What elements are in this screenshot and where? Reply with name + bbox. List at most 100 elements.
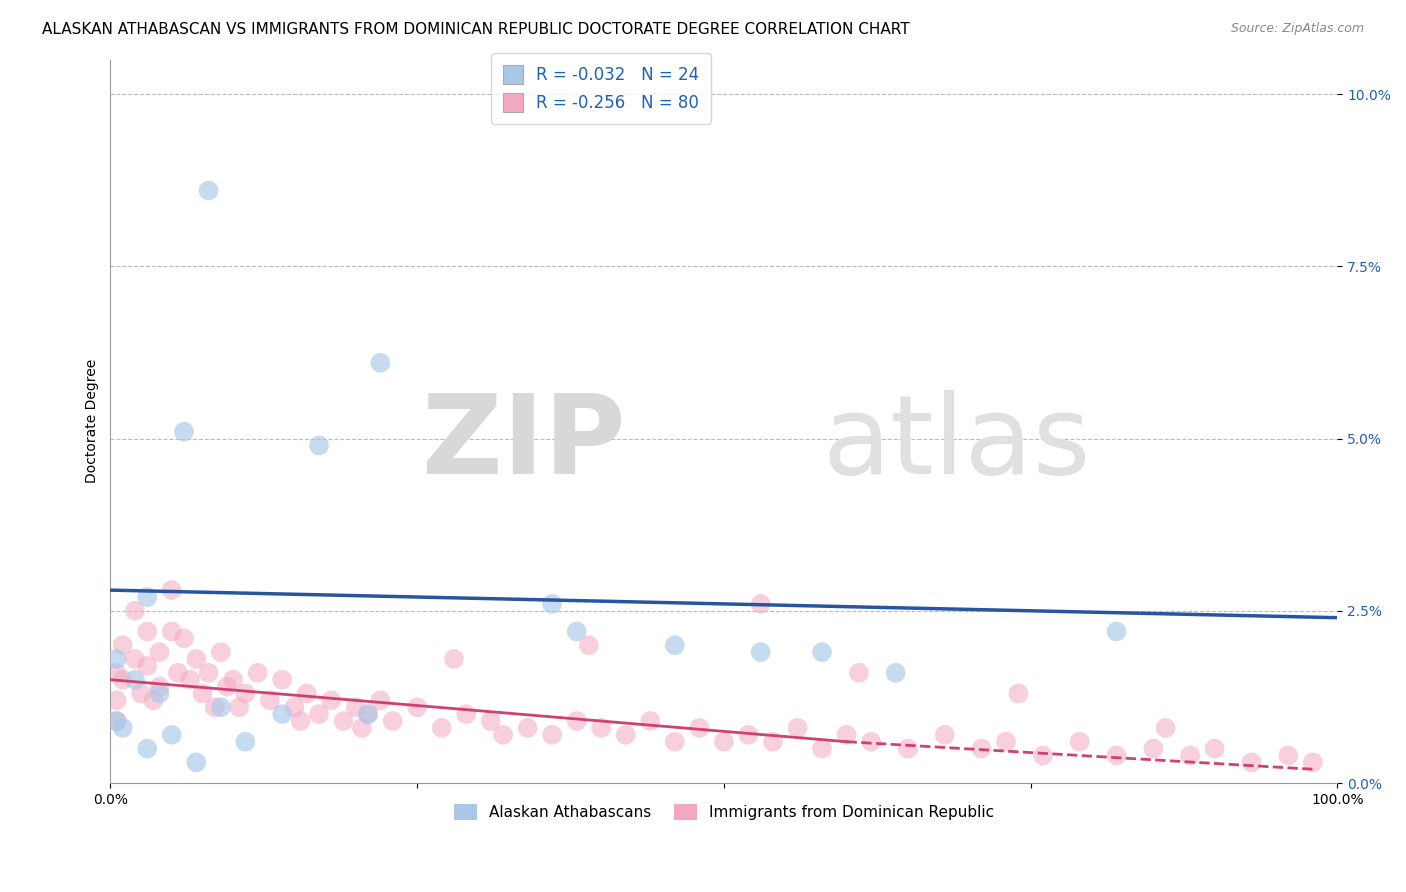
Point	[186, 756, 208, 770]
Point	[884, 665, 907, 680]
Point	[283, 700, 305, 714]
Point	[148, 645, 170, 659]
Point	[1204, 741, 1226, 756]
Point	[105, 665, 128, 680]
Point	[897, 741, 920, 756]
Point	[786, 721, 808, 735]
Point	[136, 590, 159, 604]
Point	[381, 714, 404, 728]
Point	[105, 652, 128, 666]
Point	[430, 721, 453, 735]
Point	[970, 741, 993, 756]
Point	[136, 624, 159, 639]
Point	[344, 700, 367, 714]
Point	[456, 707, 478, 722]
Point	[664, 735, 686, 749]
Point	[1154, 721, 1177, 735]
Point	[173, 632, 195, 646]
Point	[290, 714, 312, 728]
Point	[124, 652, 146, 666]
Point	[215, 680, 238, 694]
Point	[197, 184, 219, 198]
Point	[111, 638, 134, 652]
Point	[105, 714, 128, 728]
Point	[222, 673, 245, 687]
Point	[443, 652, 465, 666]
Point	[406, 700, 429, 714]
Point	[848, 665, 870, 680]
Point	[148, 686, 170, 700]
Point	[186, 652, 208, 666]
Point	[516, 721, 538, 735]
Point	[541, 597, 564, 611]
Point	[713, 735, 735, 749]
Point	[246, 665, 269, 680]
Point	[295, 686, 318, 700]
Point	[688, 721, 710, 735]
Point	[321, 693, 343, 707]
Point	[578, 638, 600, 652]
Point	[1069, 735, 1091, 749]
Point	[565, 624, 588, 639]
Point	[235, 735, 257, 749]
Point	[664, 638, 686, 652]
Text: Source: ZipAtlas.com: Source: ZipAtlas.com	[1230, 22, 1364, 36]
Point	[173, 425, 195, 439]
Point	[308, 438, 330, 452]
Point	[749, 597, 772, 611]
Point	[1142, 741, 1164, 756]
Text: ALASKAN ATHABASCAN VS IMMIGRANTS FROM DOMINICAN REPUBLIC DOCTORATE DEGREE CORREL: ALASKAN ATHABASCAN VS IMMIGRANTS FROM DO…	[42, 22, 910, 37]
Point	[308, 707, 330, 722]
Point	[179, 673, 201, 687]
Point	[160, 624, 183, 639]
Legend: Alaskan Athabascans, Immigrants from Dominican Republic: Alaskan Athabascans, Immigrants from Dom…	[447, 797, 1000, 826]
Point	[228, 700, 250, 714]
Point	[111, 721, 134, 735]
Point	[737, 728, 759, 742]
Point	[614, 728, 637, 742]
Point	[1007, 686, 1029, 700]
Point	[835, 728, 858, 742]
Point	[167, 665, 190, 680]
Point	[332, 714, 354, 728]
Point	[204, 700, 226, 714]
Point	[235, 686, 257, 700]
Point	[350, 721, 373, 735]
Point	[136, 741, 159, 756]
Point	[111, 673, 134, 687]
Point	[934, 728, 956, 742]
Point	[209, 700, 232, 714]
Point	[271, 707, 294, 722]
Point	[259, 693, 281, 707]
Point	[160, 583, 183, 598]
Point	[640, 714, 662, 728]
Point	[191, 686, 214, 700]
Point	[370, 693, 392, 707]
Point	[271, 673, 294, 687]
Y-axis label: Doctorate Degree: Doctorate Degree	[86, 359, 100, 483]
Point	[591, 721, 613, 735]
Point	[995, 735, 1018, 749]
Point	[492, 728, 515, 742]
Point	[197, 665, 219, 680]
Point	[565, 714, 588, 728]
Point	[148, 680, 170, 694]
Point	[762, 735, 785, 749]
Point	[749, 645, 772, 659]
Point	[1178, 748, 1201, 763]
Point	[1302, 756, 1324, 770]
Point	[860, 735, 883, 749]
Point	[541, 728, 564, 742]
Point	[1277, 748, 1299, 763]
Point	[160, 728, 183, 742]
Point	[370, 356, 392, 370]
Point	[136, 659, 159, 673]
Point	[129, 686, 152, 700]
Point	[1105, 624, 1128, 639]
Point	[357, 707, 380, 722]
Point	[811, 645, 834, 659]
Point	[105, 693, 128, 707]
Point	[1240, 756, 1263, 770]
Point	[1105, 748, 1128, 763]
Point	[811, 741, 834, 756]
